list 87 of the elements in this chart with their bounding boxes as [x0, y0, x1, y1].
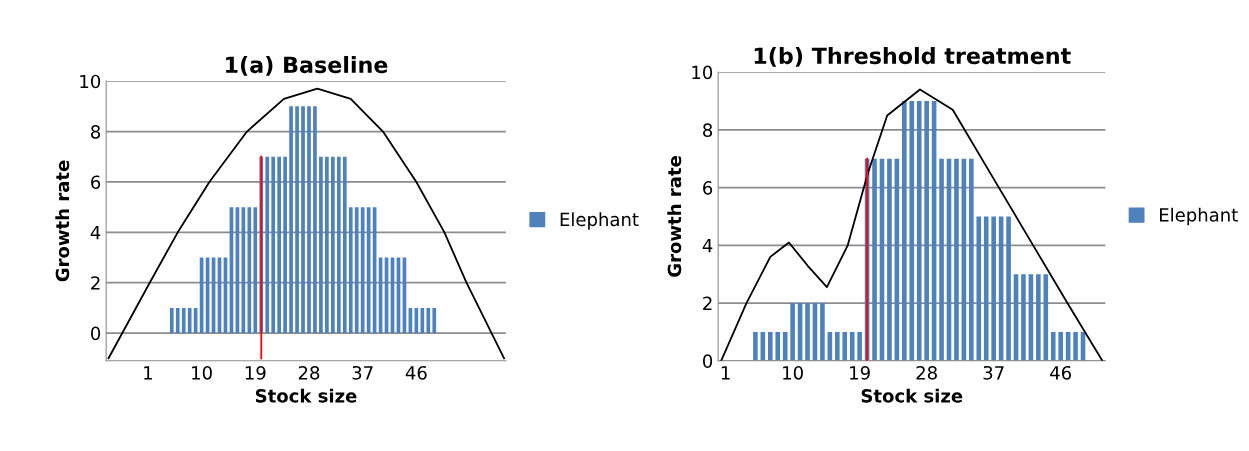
- x-tick-label: 28: [298, 365, 320, 380]
- x-tick-label: 1: [144, 366, 152, 380]
- legend-label: Elephant: [560, 212, 639, 230]
- x-tick-label: 19: [245, 365, 266, 380]
- bar: [283, 156, 287, 334]
- x-tick-label: 46: [405, 365, 427, 380]
- bar: [426, 307, 431, 334]
- bar: [169, 307, 174, 334]
- bar: [313, 106, 317, 334]
- y-tick-label: 0: [703, 354, 713, 368]
- bar: [842, 331, 848, 361]
- y-tick-label: 8: [91, 125, 101, 139]
- y-tick-label: 10: [80, 74, 101, 89]
- bar: [924, 101, 929, 361]
- bar: [1036, 274, 1041, 361]
- bar: [319, 156, 323, 334]
- x-tick-label: 10: [783, 365, 803, 380]
- bar: [1043, 274, 1049, 361]
- bar: [181, 307, 186, 334]
- bar: [902, 101, 907, 361]
- bar: [872, 158, 877, 361]
- y-tick-label: 4: [90, 226, 101, 240]
- bar: [301, 106, 305, 334]
- bar: [976, 216, 982, 361]
- bar: [325, 156, 329, 334]
- bar: [753, 331, 758, 361]
- bar: [354, 207, 359, 334]
- bar: [336, 156, 341, 334]
- y-tick-label: 4: [702, 239, 713, 253]
- bar: [1050, 331, 1056, 361]
- x-axis-title: Stock size: [861, 388, 963, 403]
- bar: [991, 216, 996, 361]
- y-tick-label: 6: [703, 181, 713, 195]
- x-tick-label: 19: [850, 365, 870, 380]
- y-axis-title: Growth rate: [667, 156, 682, 277]
- bar: [187, 307, 192, 334]
- bar: [277, 156, 282, 334]
- bar: [820, 303, 825, 361]
- bar: [805, 303, 810, 361]
- x-tick-label: 10: [192, 365, 212, 380]
- bar: [835, 331, 840, 361]
- bar: [1006, 216, 1011, 361]
- x-tick-label: 37: [352, 365, 373, 380]
- bar: [271, 156, 276, 334]
- bar: [775, 331, 781, 361]
- bar: [954, 158, 959, 361]
- x-tick-label: 1: [721, 366, 730, 380]
- x-tick-label: 28: [916, 365, 937, 380]
- chart-title: 1(a) Baseline: [226, 55, 388, 76]
- bar: [909, 101, 915, 361]
- y-tick-label: 10: [692, 65, 713, 80]
- legend-label: Elephant: [1160, 207, 1238, 226]
- bar: [420, 307, 425, 334]
- y-tick-label: 8: [703, 123, 713, 137]
- bar: [767, 331, 773, 361]
- bar: [1058, 331, 1063, 361]
- bar: [175, 307, 180, 334]
- bar: [939, 158, 944, 361]
- chart-title: 1(b) Threshold treatment: [754, 46, 1071, 67]
- y-tick-label: 2: [703, 296, 712, 310]
- bar: [849, 331, 855, 361]
- y-tick-label: 2: [91, 276, 100, 290]
- bar: [342, 156, 347, 334]
- bar: [348, 207, 353, 334]
- bar: [289, 106, 293, 334]
- bar: [360, 207, 365, 334]
- bar: [887, 158, 892, 361]
- bar: [983, 216, 989, 361]
- bar: [790, 303, 795, 361]
- bar: [916, 101, 922, 361]
- bar: [857, 331, 862, 361]
- x-tick-label: 46: [1050, 365, 1072, 380]
- bar: [331, 156, 335, 334]
- bar: [265, 156, 270, 334]
- bar: [253, 207, 258, 334]
- bar: [247, 207, 252, 334]
- bar: [969, 158, 974, 361]
- bar: [1073, 331, 1078, 361]
- y-tick-label: 6: [91, 175, 101, 190]
- x-tick-label: 37: [983, 365, 1004, 380]
- bar: [307, 106, 311, 334]
- bar: [432, 307, 437, 334]
- bar: [295, 106, 299, 334]
- x-axis-title: Stock size: [255, 388, 357, 403]
- y-tick-label: 0: [91, 326, 101, 341]
- bar: [1021, 274, 1026, 361]
- y-axis-title: Growth rate: [55, 160, 70, 282]
